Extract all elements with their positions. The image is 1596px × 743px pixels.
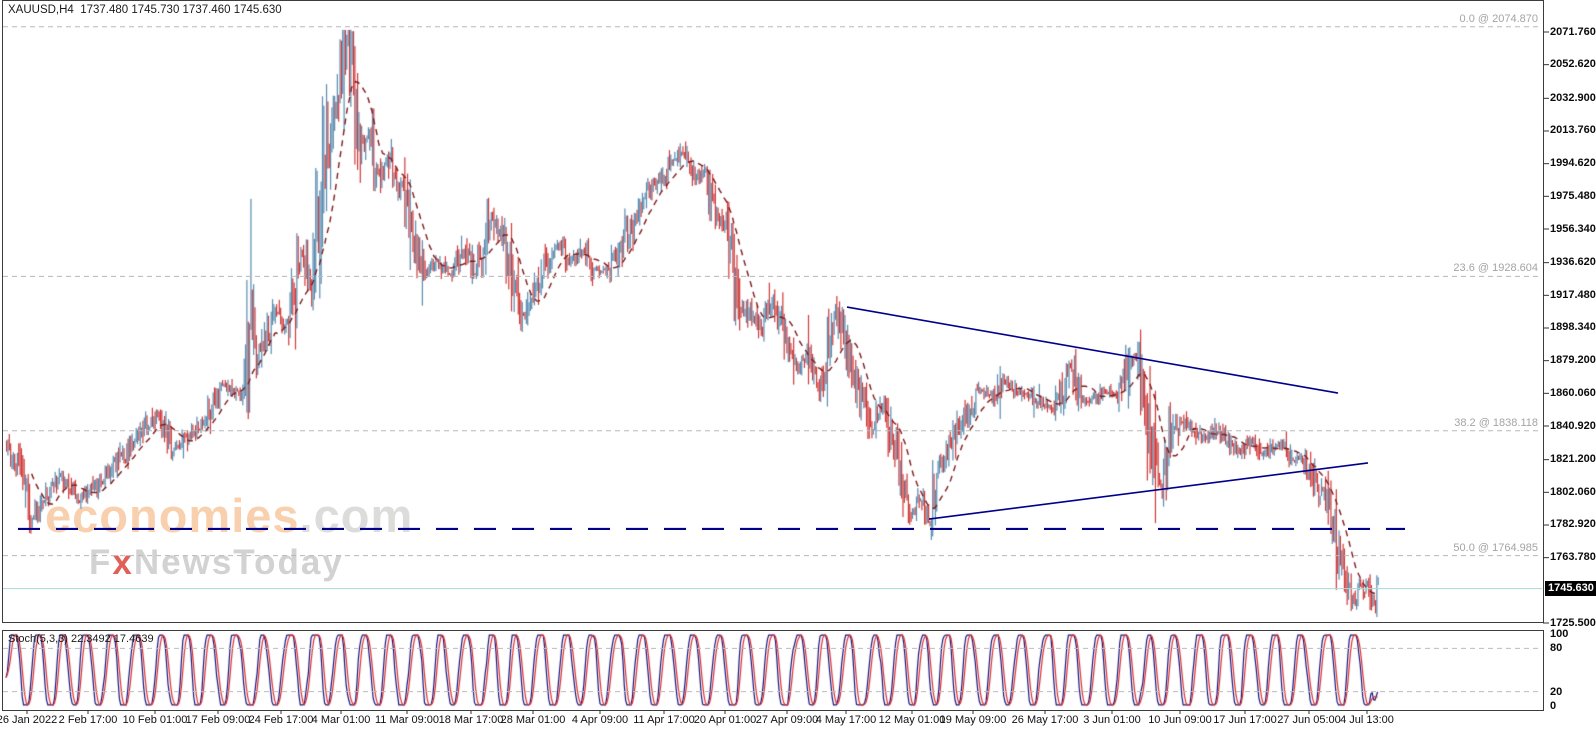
stochastic-indicator-label: Stoch(5,3,3) 22.3492 17.4639: [8, 633, 154, 645]
symbol-ohlc-title: XAUUSD,H4 1737.480 1745.730 1737.460 174…: [8, 4, 282, 16]
upper-descending-trendline[interactable]: [846, 306, 1339, 394]
lower-ascending-trendline[interactable]: [928, 462, 1369, 520]
current-price-tag: 1745.630: [1545, 581, 1596, 597]
